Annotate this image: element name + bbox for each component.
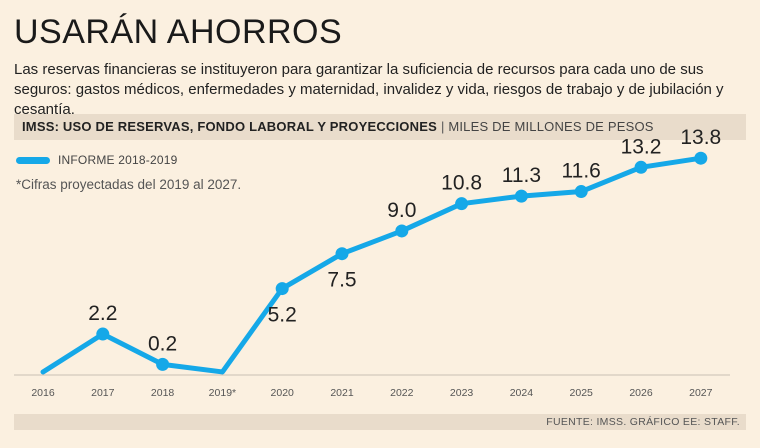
series-line <box>40 155 704 375</box>
unit-label: MILES DE MILLONES DE PESOS <box>448 119 654 134</box>
legend: INFORME 2018-2019 <box>16 152 177 168</box>
data-point <box>574 185 588 199</box>
data-point <box>156 357 170 371</box>
data-label: 13.8 <box>680 126 721 149</box>
x-tick-label: 2019* <box>209 387 236 399</box>
x-tick-label: 2023 <box>450 387 474 399</box>
x-tick-label: 2024 <box>510 387 534 399</box>
x-tick-label: 2026 <box>629 387 653 399</box>
band-separator: | <box>440 119 445 134</box>
legend-swatch <box>16 156 50 164</box>
data-label: 2.2 <box>88 302 117 325</box>
data-label: 9.0 <box>387 199 416 222</box>
projection-note: *Cifras proyectadas del 2019 al 2027. <box>16 177 242 192</box>
data-point <box>694 151 708 165</box>
chart-header-band: IMSS: USO DE RESERVAS, FONDO LABORAL Y P… <box>14 114 746 140</box>
x-tick-label: 2018 <box>151 387 175 399</box>
data-points <box>96 151 708 371</box>
legend-label: INFORME 2018-2019 <box>58 153 178 167</box>
x-tick-label: 2025 <box>570 387 594 399</box>
data-label: 5.2 <box>268 304 297 327</box>
chart-title: USARÁN AHORROS <box>14 13 343 51</box>
chart-subtitle: Las reservas financieras se instituyeron… <box>14 61 724 118</box>
data-label: 11.3 <box>502 164 541 187</box>
data-label: 10.8 <box>441 172 482 195</box>
data-labels: 2.2 0.2 5.2 7.5 9.0 10.8 11.3 11.6 13.2 13.8 <box>88 126 721 355</box>
x-tick-label: 2021 <box>330 387 354 399</box>
data-point <box>514 189 528 203</box>
x-tick-label: 2022 <box>390 387 414 399</box>
data-point <box>634 160 648 174</box>
data-point <box>96 327 110 341</box>
x-tick-label: 2027 <box>689 387 713 399</box>
data-label: 0.2 <box>148 332 177 355</box>
data-label: 13.2 <box>621 135 662 158</box>
data-point <box>395 224 409 238</box>
x-tick-label: 2016 <box>31 387 55 399</box>
data-label: 7.5 <box>327 269 356 292</box>
data-point <box>335 247 349 261</box>
footer-band: FUENTE: IMSS. GRÁFICO EE: STAFF. <box>14 414 746 430</box>
data-point <box>455 197 469 211</box>
band-text: IMSS: USO DE RESERVAS, FONDO LABORAL Y P… <box>22 114 654 140</box>
source-credit: FUENTE: IMSS. GRÁFICO EE: STAFF. <box>546 416 740 428</box>
data-point <box>275 282 289 296</box>
data-label: 11.6 <box>562 160 601 183</box>
chart-heading: IMSS: USO DE RESERVAS, FONDO LABORAL Y P… <box>22 119 437 134</box>
x-axis-ticks: 2016 2017 2018 2019* 2020 2021 2022 2023 2024 202… <box>31 387 712 399</box>
x-tick-label: 2020 <box>271 387 295 399</box>
x-tick-label: 2017 <box>91 387 115 399</box>
